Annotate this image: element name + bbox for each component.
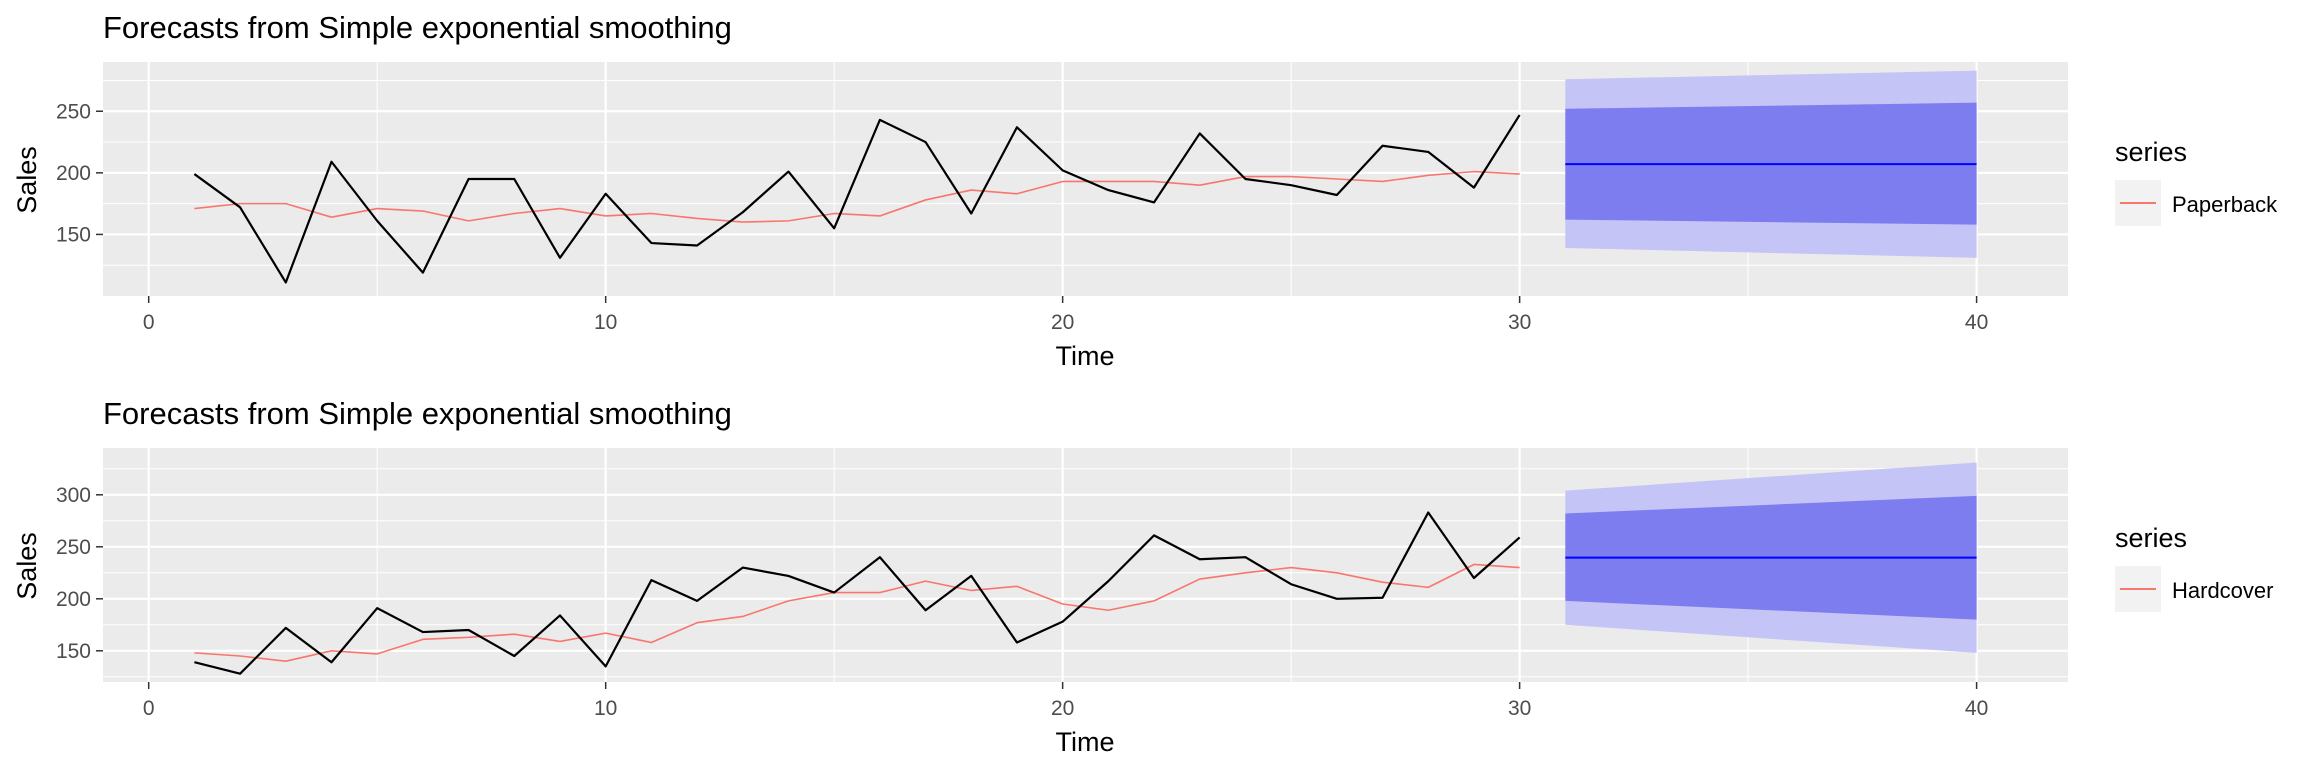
- hardcover-forecast-chart: 0 10 20 30 40 150 200 250 300 Forecasts from Simp…: [12, 396, 2273, 757]
- x-tick-label: 0: [143, 311, 155, 334]
- plot-area: 0 10 20 30 40 150 200 250: [56, 62, 2068, 334]
- y-axis-label: Sales: [12, 146, 42, 214]
- chart-title: Forecasts from Simple exponential smooth…: [103, 396, 732, 431]
- x-tick-label: 10: [594, 311, 617, 334]
- y-tick-label: 300: [56, 484, 91, 507]
- y-tick-label: 150: [56, 640, 91, 663]
- fitted-series-line: [194, 170, 1520, 223]
- y-tick-label: 250: [56, 100, 91, 123]
- x-tick-label: 40: [1965, 311, 1988, 334]
- x-axis-label: Time: [1056, 341, 1115, 371]
- y-axis-label: Sales: [12, 532, 42, 600]
- paperback-forecast-chart: 0 10 20 30 40 150 200 250 Forecasts from Simple …: [12, 10, 2278, 371]
- x-tick-label: 10: [594, 697, 617, 720]
- plot-area: 0 10 20 30 40 150 200 250 300: [56, 448, 2068, 720]
- x-tick-label: 30: [1508, 697, 1531, 720]
- legend-title: series: [2115, 523, 2187, 553]
- x-tick-label: 0: [143, 697, 155, 720]
- chart-title: Forecasts from Simple exponential smooth…: [103, 10, 732, 45]
- y-tick-label: 200: [56, 162, 91, 185]
- x-tick-label: 20: [1051, 697, 1074, 720]
- x-tick-label: 30: [1508, 311, 1531, 334]
- x-axis-label: Time: [1056, 727, 1115, 757]
- y-tick-label: 150: [56, 223, 91, 246]
- legend-entry: Paperback: [2172, 192, 2278, 217]
- legend-title: series: [2115, 137, 2187, 167]
- fitted-series-line: [194, 563, 1520, 663]
- x-tick-label: 20: [1051, 311, 1074, 334]
- observed-series-line: [194, 511, 1521, 675]
- y-tick-label: 250: [56, 536, 91, 559]
- observed-series-line: [193, 114, 1521, 284]
- legend-entry: Hardcover: [2172, 578, 2273, 603]
- x-tick-label: 40: [1965, 697, 1988, 720]
- y-tick-label: 200: [56, 588, 91, 611]
